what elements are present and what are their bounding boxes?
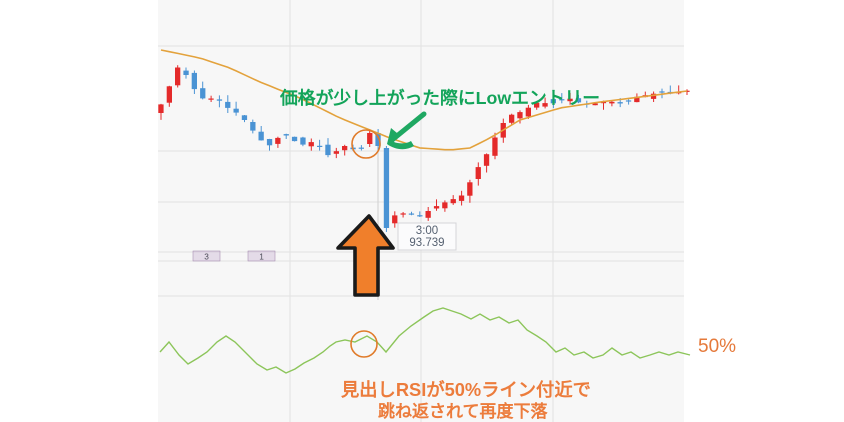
svg-text:見出しRSIが50%ライン付近で: 見出しRSIが50%ライン付近で: [340, 379, 591, 400]
svg-text:1: 1: [259, 251, 264, 261]
svg-text:50%: 50%: [698, 336, 736, 357]
svg-text:93.739: 93.739: [409, 237, 444, 249]
svg-text:3: 3: [204, 251, 209, 261]
svg-text:跳ね返されて再度下落: 跳ね返されて再度下落: [378, 401, 548, 421]
svg-text:価格が少し上がった際にLowエントリー: 価格が少し上がった際にLowエントリー: [279, 87, 600, 108]
svg-text:3:00: 3:00: [416, 225, 438, 237]
